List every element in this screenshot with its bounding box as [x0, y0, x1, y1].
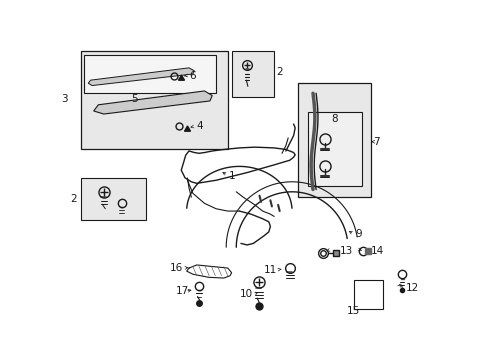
Text: 3: 3: [61, 94, 67, 104]
Text: 4: 4: [196, 121, 202, 131]
Text: 1: 1: [229, 171, 235, 181]
Text: 8: 8: [330, 114, 337, 123]
Text: 10: 10: [239, 289, 252, 299]
Text: 15: 15: [346, 306, 359, 316]
Bar: [307, 112, 361, 186]
Text: 2: 2: [70, 194, 77, 204]
Polygon shape: [94, 91, 212, 114]
Text: 12: 12: [405, 283, 418, 293]
Text: 6: 6: [189, 71, 195, 81]
Bar: [297, 83, 370, 197]
Bar: [81, 51, 227, 149]
Text: 9: 9: [355, 229, 362, 239]
Polygon shape: [88, 68, 194, 86]
Text: 16: 16: [169, 263, 183, 273]
Text: 2: 2: [276, 67, 283, 77]
Bar: [353, 280, 382, 309]
Bar: [81, 178, 146, 220]
Text: 14: 14: [370, 246, 384, 256]
Text: 17: 17: [176, 286, 189, 296]
Text: 13: 13: [340, 246, 353, 256]
Bar: [231, 51, 274, 97]
Text: 11: 11: [264, 265, 277, 275]
Text: 5: 5: [131, 94, 137, 104]
Text: 7: 7: [373, 137, 379, 147]
Bar: [84, 55, 216, 93]
